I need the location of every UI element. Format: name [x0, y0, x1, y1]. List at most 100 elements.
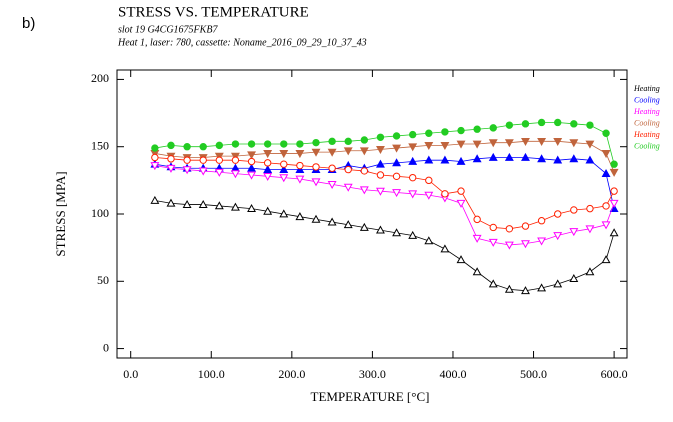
marker [295, 212, 305, 221]
y-tick-label: 50 [97, 273, 109, 287]
marker [279, 174, 289, 183]
marker [424, 191, 434, 200]
marker [230, 202, 240, 211]
marker [150, 162, 160, 171]
marker [263, 159, 272, 167]
marker [279, 209, 289, 218]
x-tick-label: 300.0 [359, 367, 386, 381]
x-tick-label: 500.0 [520, 367, 547, 381]
marker [344, 137, 352, 146]
marker [601, 150, 611, 159]
marker [554, 210, 562, 218]
marker [327, 148, 337, 157]
marker [408, 143, 418, 152]
marker [408, 190, 418, 199]
marker [602, 129, 610, 137]
marker [344, 165, 352, 174]
marker [198, 167, 208, 176]
legend-label: Heating [633, 107, 660, 116]
marker [425, 129, 433, 137]
marker [214, 168, 224, 177]
marker [553, 155, 563, 164]
marker [553, 137, 563, 146]
marker [167, 141, 175, 150]
marker [569, 228, 579, 237]
marker [601, 221, 611, 230]
marker [263, 150, 273, 159]
marker [488, 279, 498, 288]
marker [586, 204, 594, 213]
marker [456, 140, 466, 149]
marker [457, 126, 465, 135]
marker [585, 225, 595, 234]
marker [376, 187, 385, 196]
marker [296, 161, 304, 170]
marker [521, 286, 530, 295]
marker [441, 190, 449, 198]
marker [457, 187, 465, 195]
marker [440, 244, 450, 253]
marker [392, 144, 402, 153]
x-tick-label: 0.0 [123, 367, 138, 381]
marker [473, 125, 481, 133]
legend-label: Heating [633, 130, 660, 139]
marker [295, 175, 305, 184]
marker [537, 217, 546, 225]
marker [183, 156, 191, 164]
marker [359, 222, 369, 231]
marker [569, 139, 579, 148]
marker [537, 118, 546, 127]
marker [472, 154, 482, 163]
marker [327, 217, 337, 226]
marker [553, 279, 563, 288]
marker [569, 154, 579, 163]
marker [392, 189, 402, 198]
marker [247, 171, 256, 180]
x-axis-label: TEMPERATURE [°C] [311, 389, 430, 404]
marker [472, 140, 482, 149]
marker [521, 152, 530, 161]
marker [424, 141, 434, 150]
marker [376, 225, 385, 234]
marker [360, 136, 369, 144]
marker [279, 164, 289, 173]
marker [247, 151, 256, 160]
x-tick-label: 100.0 [198, 367, 225, 381]
marker [376, 171, 385, 179]
marker [312, 138, 320, 147]
marker [376, 133, 385, 141]
y-tick-label: 0 [103, 340, 109, 354]
y-tick-label: 200 [91, 71, 109, 85]
marker [601, 168, 611, 178]
marker [231, 156, 240, 164]
chart-title: STRESS VS. TEMPERATURE [118, 4, 309, 20]
marker [167, 155, 175, 163]
marker [360, 167, 369, 175]
marker [359, 186, 369, 195]
marker [311, 214, 321, 223]
marker [570, 120, 578, 128]
marker [182, 199, 192, 208]
marker [263, 206, 273, 215]
marker [504, 139, 514, 148]
panel-label: b) [22, 15, 35, 32]
marker [456, 199, 466, 208]
marker [569, 273, 579, 282]
marker [521, 120, 530, 128]
marker [504, 284, 514, 293]
marker [610, 160, 618, 168]
marker [247, 140, 256, 148]
marker [521, 240, 530, 249]
marker [247, 157, 256, 166]
y-tick-label: 150 [91, 138, 109, 152]
marker [183, 143, 191, 151]
marker [408, 156, 418, 165]
marker [505, 225, 514, 233]
legend-label: Cooling [634, 141, 660, 150]
x-tick-label: 600.0 [601, 367, 628, 381]
marker [311, 148, 321, 157]
marker [151, 144, 159, 152]
marker [472, 267, 482, 276]
marker [408, 230, 418, 239]
marker [537, 137, 547, 146]
